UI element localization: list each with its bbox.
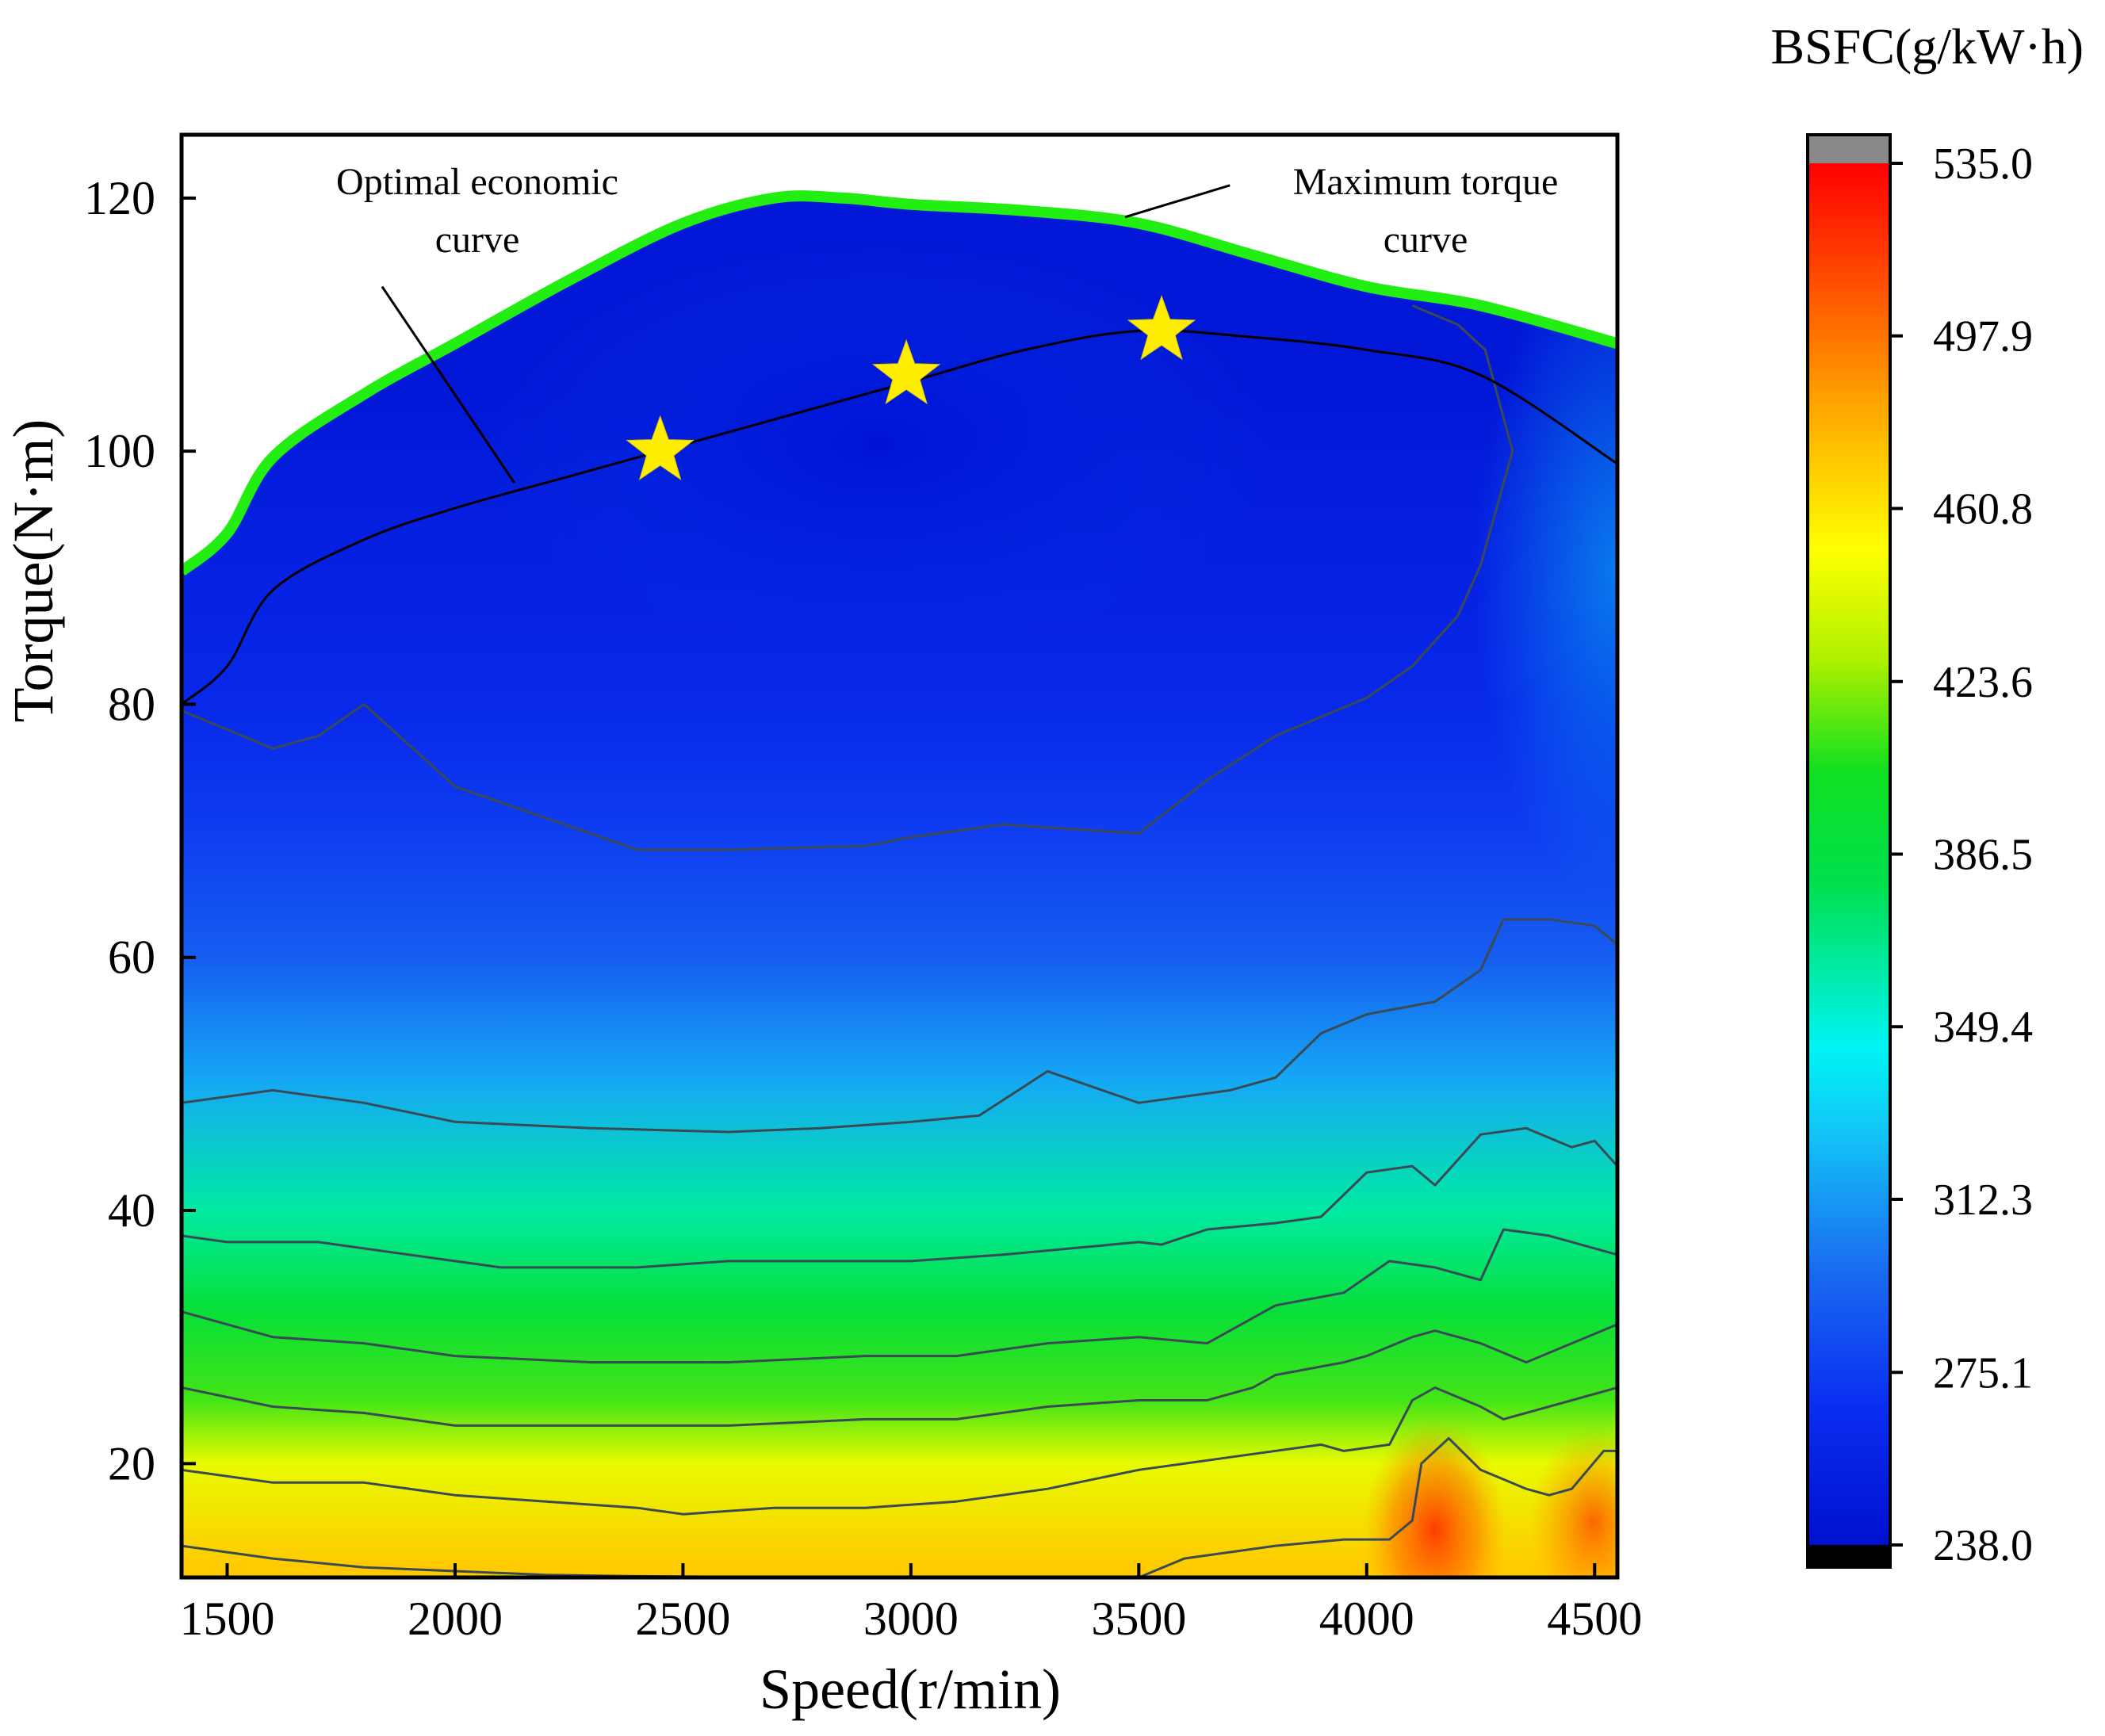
high-bsfc-hot-spot-right	[1530, 1427, 1617, 1577]
contour-line-2	[182, 918, 1617, 1134]
colorbar-tick-label: 497.9	[1933, 312, 2033, 361]
colorbar-frame	[1806, 133, 1892, 1569]
y-tick-label-80: 80	[108, 678, 155, 730]
contour-line-4	[182, 1228, 1617, 1364]
x-tick-label-3500: 3500	[1091, 1593, 1186, 1645]
y-tick-label-60: 60	[108, 931, 155, 984]
optimal-economic-label-line2: curve	[435, 219, 520, 261]
y-tick-label-100: 100	[84, 425, 155, 477]
x-axis: 1500 2000 2500 3000 3500 4000 4500	[179, 1563, 1642, 1645]
x-axis-title: Speed(r/min)	[760, 1658, 1061, 1721]
colorbar-tick-label: 535.0	[1933, 140, 2033, 189]
colorbar-tick-label: 460.8	[1933, 484, 2033, 533]
plot-frame	[179, 132, 1620, 1580]
maximum-torque-label-line2: curve	[1384, 219, 1468, 261]
outside-operating-region	[182, 135, 1617, 572]
maximum-torque-curve	[182, 190, 1617, 576]
low-bsfc-zone	[484, 238, 1276, 650]
x-tick-label-4000: 4000	[1319, 1593, 1414, 1645]
annotations: Optimal economic curve Maximum torque cu…	[336, 161, 1559, 484]
colorbar-tick-label: 349.4	[1933, 1003, 2033, 1052]
y-tick-label-120: 120	[84, 172, 155, 224]
y-axis: 20 40 60 80 100 120	[84, 172, 196, 1489]
contour-line-5	[182, 1323, 1617, 1427]
plot-area	[182, 135, 1617, 1577]
colorbar-tick-label: 238.0	[1933, 1521, 2033, 1570]
maximum-torque-leader-line	[1124, 184, 1230, 219]
optimal-economic-label-line1: Optimal economic	[336, 161, 618, 203]
x-tick-label-4500: 4500	[1547, 1593, 1642, 1645]
contour-line-1	[182, 304, 1514, 851]
y-tick-label-40: 40	[108, 1184, 155, 1237]
x-tick-label-3000: 3000	[863, 1593, 959, 1645]
x-tick-label-1500: 1500	[179, 1593, 274, 1645]
contour-line-6	[182, 1386, 1617, 1516]
optimal-economic-curve	[182, 329, 1617, 705]
right-edge-zone	[1475, 238, 1617, 904]
colorbar-tick-label: 312.3	[1933, 1176, 2033, 1225]
y-axis-title: Torque(N·m)	[2, 419, 65, 723]
colorbar-title: BSFC(g/kW·h)	[1770, 18, 2084, 75]
optimal-point-star-1	[626, 415, 695, 480]
colorbar-tick-label: 423.6	[1933, 658, 2033, 707]
contour-line-3	[182, 1126, 1617, 1269]
x-tick-label-2000: 2000	[408, 1593, 503, 1645]
colorbar-ticks: 238.0 275.1 312.3 349.4 386.5 423.6 460.8 497.9…	[1890, 140, 2033, 1570]
optimal-economic-leader-line	[381, 285, 515, 484]
contour-line-8	[1138, 1436, 1617, 1577]
optimal-point-star-2	[871, 338, 941, 405]
colorbar-gradient-bar	[1808, 163, 1890, 1545]
x-tick-label-2500: 2500	[635, 1593, 730, 1645]
colorbar-tick-label: 386.5	[1933, 831, 2033, 880]
colorbar: 238.0 275.1 312.3 349.4 386.5 423.6 460.8 497.9…	[1806, 133, 2033, 1570]
y-tick-label-20: 20	[108, 1437, 155, 1489]
colorbar-tick-label: 275.1	[1933, 1348, 2033, 1398]
colorbar-under-color	[1808, 1545, 1890, 1567]
maximum-torque-label-line1: Maximum torque	[1293, 161, 1559, 203]
colorbar-over-color	[1808, 135, 1890, 163]
optimal-point-star-3	[1127, 295, 1196, 361]
optimal-points	[626, 295, 1196, 480]
